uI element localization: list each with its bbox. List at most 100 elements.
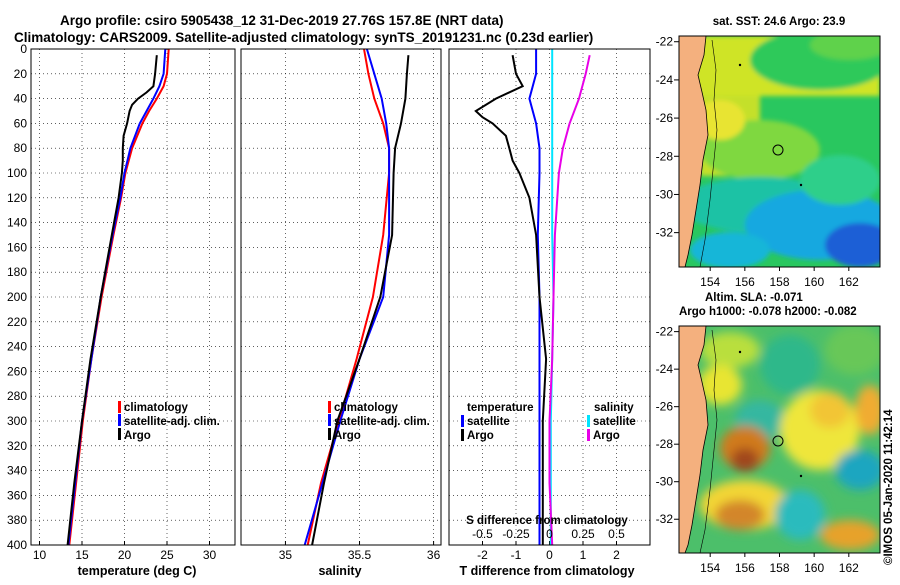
- sst-patch: [810, 36, 880, 60]
- sla-patch: [825, 326, 880, 375]
- temperature-panel: 10 15 20 25 30: [30, 48, 236, 562]
- map-lon-label: 154: [700, 561, 720, 575]
- sla-isobath: [699, 329, 718, 553]
- series-argo: [66, 55, 158, 546]
- map-lat-label: -28: [656, 437, 674, 451]
- x-tick-label: -1: [511, 548, 522, 562]
- depth-tick-label: 320: [7, 439, 27, 453]
- sla-island: [799, 474, 803, 478]
- legend-label: climatology: [124, 402, 189, 414]
- depth-tick-label: 20: [14, 67, 28, 81]
- map-lat-label: -26: [656, 400, 674, 414]
- sst-land: [679, 36, 709, 267]
- depth-tick-label: 340: [7, 464, 27, 478]
- map-lat-label: -32: [656, 226, 674, 240]
- difference-panel: -2 -1 0 1 2 -0.5 -0.25 0 0.25 0.5: [448, 48, 651, 562]
- sla-patch: [775, 490, 825, 540]
- depth-tick-label: 300: [7, 414, 27, 428]
- legend-label: climatology: [334, 402, 399, 414]
- temperature-legend: climatology satellite-adj. clim. Argo: [118, 401, 220, 442]
- s-diff-tick-label: 0: [546, 527, 553, 541]
- map-lat-label: -32: [656, 512, 674, 526]
- panel-frame: [30, 48, 236, 546]
- sla-patch: [835, 450, 880, 490]
- map-lat-label: -28: [656, 149, 674, 163]
- sla-island: [738, 350, 742, 354]
- depth-tick-label: 200: [7, 290, 27, 304]
- x-tick-label: 2: [613, 548, 620, 562]
- legend-swatch-s-satellite: [587, 415, 590, 427]
- legend-label: satellite: [467, 416, 510, 428]
- x-tick-label: 10: [33, 548, 47, 562]
- depth-tick-label: 80: [14, 141, 28, 155]
- series-s-argo: [548, 54, 591, 546]
- depth-tick-label: 360: [7, 488, 27, 502]
- map-lon-label: 158: [769, 275, 789, 289]
- map-lat-label: -24: [656, 73, 674, 87]
- map-lat-label: -26: [656, 111, 674, 125]
- x-tick-label: 35.5: [348, 548, 372, 562]
- x-tick-label: 15: [75, 548, 89, 562]
- series-t-satellite: [528, 49, 541, 545]
- depth-tick-label: 180: [7, 265, 27, 279]
- depth-tick-label: 60: [14, 116, 28, 130]
- sla-field: [698, 326, 880, 550]
- sla-patch: [855, 385, 880, 435]
- map-lat-label: -22: [656, 325, 674, 339]
- series-satellite-adj-clim-: [303, 48, 391, 546]
- series-climatology: [306, 48, 391, 546]
- salinity-panel: 35 35.5 36: [240, 48, 442, 562]
- sla-map-subtitle: Argo h1000: -0.078 h2000: -0.082: [679, 306, 857, 318]
- s-diff-tick-label: -0.5: [472, 527, 493, 541]
- map-lat-label: -30: [656, 187, 674, 201]
- sst-isobath: [699, 39, 718, 267]
- depth-tick-label: 400: [7, 538, 27, 552]
- depth-axis-ticks: 0 20 40 60 80 100 120 140 160 180 200 220 240 260 280 3…: [7, 42, 27, 552]
- series-satellite-adj-clim-: [67, 48, 167, 546]
- title-line-2: Climatology: CARS2009. Satellite-adjuste…: [14, 30, 593, 45]
- legend-title-temperature: temperature: [467, 402, 533, 414]
- map-lon-label: 162: [839, 275, 859, 289]
- legend-label: Argo: [593, 430, 620, 442]
- legend-label: satellite-adj. clim.: [334, 416, 430, 428]
- series-t-argo: [474, 55, 548, 545]
- s-diff-tick-label: 0.5: [608, 527, 625, 541]
- legend-swatch-satellite: [328, 414, 331, 426]
- difference-legend: temperature satellite Argo salinity sate…: [461, 402, 636, 442]
- sla-map-title: Altim. SLA: -0.071: [705, 292, 803, 304]
- sst-patch: [825, 223, 880, 267]
- sla-patch: [731, 448, 759, 472]
- map-lat-label: -24: [656, 362, 674, 376]
- depth-tick-label: 260: [7, 364, 27, 378]
- temperature-xlabel: temperature (deg C): [78, 564, 197, 578]
- salinity-xlabel: salinity: [318, 564, 361, 578]
- map-lat-label: -22: [656, 35, 674, 49]
- map-lat-label: -30: [656, 475, 674, 489]
- x-tick-label: -2: [477, 548, 488, 562]
- sla-land: [679, 326, 709, 553]
- sla-patch: [760, 335, 820, 395]
- x-tick-label: 25: [160, 548, 174, 562]
- s-diff-tick-label: 0.25: [571, 527, 595, 541]
- sst-patch: [690, 232, 770, 267]
- legend-label: satellite: [593, 416, 636, 428]
- sla-map: [679, 326, 880, 553]
- depth-tick-label: 160: [7, 240, 27, 254]
- sla-patch: [810, 392, 850, 428]
- legend-label: Argo: [334, 430, 361, 442]
- legend-label: satellite-adj. clim.: [124, 416, 220, 428]
- depth-tick-label: 120: [7, 191, 27, 205]
- depth-tick-label: 140: [7, 216, 27, 230]
- salinity-legend: climatology satellite-adj. clim. Argo: [328, 401, 430, 442]
- s-difference-label: S difference from climatology: [466, 515, 628, 527]
- panel-frame: [240, 48, 442, 546]
- map-ticks: -22 -24 -26 -28 -30 -32 154 156 158 160 162 -22 -24 -…: [656, 35, 859, 575]
- sla-patch: [715, 500, 765, 530]
- sst-map: [679, 36, 880, 267]
- x-tick-label: 20: [118, 548, 132, 562]
- sst-map-title: sat. SST: 24.6 Argo: 23.9: [713, 16, 846, 28]
- legend-swatch-argo: [118, 428, 121, 440]
- legend-label: Argo: [124, 430, 151, 442]
- sla-patch: [698, 365, 742, 405]
